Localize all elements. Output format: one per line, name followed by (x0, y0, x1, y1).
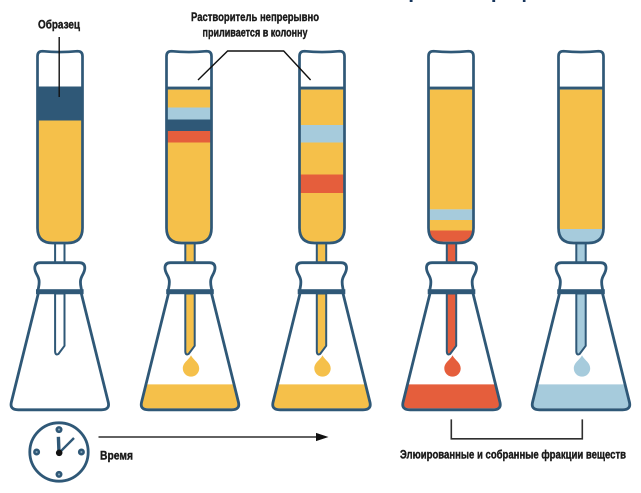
svg-text:Растворитель непрерывно: Растворитель непрерывно (191, 12, 319, 24)
svg-text:приливается в колонну: приливается в колонну (203, 28, 308, 40)
svg-text:Колоночная хроматография: Колоночная хроматография (268, 0, 558, 3)
svg-text:Элюированные и собранные фракц: Элюированные и собранные фракции веществ (400, 450, 626, 462)
svg-text:Образец: Образец (38, 20, 80, 32)
svg-text:Время: Время (100, 450, 133, 462)
